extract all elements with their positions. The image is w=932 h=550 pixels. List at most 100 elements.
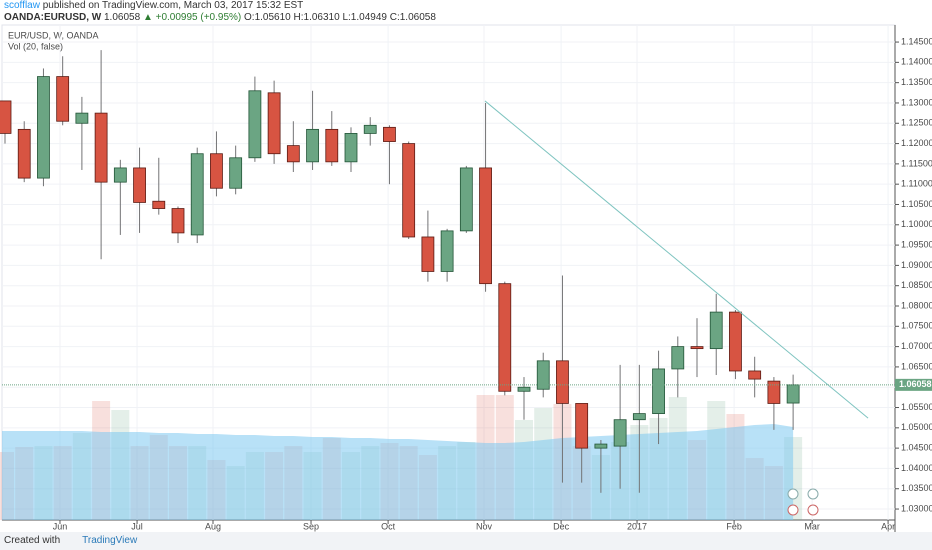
candle-body xyxy=(575,403,589,449)
y-tick-label: 1.06500 xyxy=(901,361,932,371)
x-tick-label: Aug xyxy=(205,521,221,531)
x-tick-label: Sep xyxy=(303,521,319,531)
candle-body xyxy=(594,443,608,449)
candle-body xyxy=(709,311,723,350)
candle-body xyxy=(171,208,185,234)
candle-body xyxy=(113,167,127,183)
y-tick-label: 1.05500 xyxy=(901,402,932,412)
last-price-box xyxy=(895,378,932,391)
candle-body xyxy=(459,167,473,232)
y-tick-label: 1.11500 xyxy=(901,158,932,168)
x-tick-label: Nov xyxy=(476,521,493,531)
x-tick-label: Oct xyxy=(381,521,396,531)
trendline xyxy=(484,100,869,419)
header-line: scofflaw published on TradingView.com, M… xyxy=(4,0,436,12)
candle-body xyxy=(229,157,243,189)
candle-body xyxy=(613,419,627,447)
y-tick-label: 1.14000 xyxy=(901,57,932,67)
series-layer xyxy=(0,25,895,520)
candle-body xyxy=(536,360,550,390)
x-tick-label: Jun xyxy=(53,521,68,531)
last-price-label: 1.06058 xyxy=(899,379,932,389)
candle-body xyxy=(56,76,70,122)
x-tick-label: Apr xyxy=(881,521,895,531)
up-arrow: ▲ xyxy=(142,12,153,23)
chart: EUR/USD, W, OANDA Vol (20, false) 1.0300… xyxy=(0,24,932,532)
y-tick-label: 1.11000 xyxy=(901,179,932,189)
change: +0.00995 (+0.95%) xyxy=(155,12,242,23)
y-tick-label: 1.12000 xyxy=(901,138,932,148)
event-icons xyxy=(787,488,819,516)
candle-body xyxy=(632,413,646,421)
y-tick-label: 1.04500 xyxy=(901,443,932,453)
y-tick-label: 1.03000 xyxy=(901,503,932,513)
footer: Created with TradingView xyxy=(0,532,932,550)
candle-body xyxy=(402,143,416,238)
candle-body xyxy=(267,92,281,155)
candle-body xyxy=(152,200,166,209)
price: 1.06058 xyxy=(104,12,141,23)
candle-body xyxy=(652,368,665,415)
event-icon[interactable] xyxy=(787,488,799,500)
candle-body xyxy=(767,380,781,404)
x-tick-label: 2017 xyxy=(627,521,647,531)
candle-body xyxy=(344,133,358,163)
candle-body xyxy=(690,346,704,350)
y-tick-label: 1.10500 xyxy=(901,199,932,209)
candle-body xyxy=(421,236,435,272)
candle-body xyxy=(517,386,531,392)
candle-body xyxy=(479,167,492,285)
event-icon[interactable] xyxy=(807,504,819,516)
candle-body xyxy=(671,346,685,370)
x-tick-label: Mar xyxy=(804,521,820,531)
header: scofflaw published on TradingView.com, M… xyxy=(4,0,436,24)
candle-body xyxy=(440,230,454,272)
y-tick-label: 1.13500 xyxy=(901,77,932,87)
y-tick-label: 1.03500 xyxy=(901,483,932,493)
candle-body xyxy=(37,76,50,179)
candle-body xyxy=(248,90,262,159)
brand[interactable]: TradingView xyxy=(82,535,138,546)
candle-body xyxy=(17,128,31,179)
y-tick-label: 1.09500 xyxy=(901,239,932,249)
candle-body xyxy=(325,128,339,163)
y-tick-label: 1.12500 xyxy=(901,118,932,128)
header-line: OANDA:EURUSD, W 1.06058 ▲ +0.00995 (+0.9… xyxy=(4,12,436,24)
candle-body xyxy=(286,145,300,163)
candle-body xyxy=(94,112,108,183)
y-tick-label: 1.07000 xyxy=(901,341,932,351)
y-tick-label: 1.04000 xyxy=(901,463,932,473)
event-icon[interactable] xyxy=(807,488,819,500)
author[interactable]: scofflaw xyxy=(4,0,40,11)
ohlc-low: L:1.04949 xyxy=(342,12,387,23)
candle-body xyxy=(0,100,12,134)
published: published on TradingView.com, March 03, … xyxy=(42,0,304,11)
candle-body xyxy=(306,128,319,163)
candle-body xyxy=(498,283,512,392)
y-tick-label: 1.07500 xyxy=(901,321,932,331)
candle-body xyxy=(210,153,223,189)
y-tick-label: 1.08500 xyxy=(901,280,932,290)
candle-body xyxy=(190,153,204,236)
candle-body xyxy=(748,370,762,380)
symbol: OANDA:EURUSD, W xyxy=(4,12,102,23)
y-tick-label: 1.08000 xyxy=(901,300,932,310)
y-tick-label: 1.05000 xyxy=(901,422,932,432)
created-with: Created with xyxy=(4,535,61,546)
candle-body xyxy=(556,360,569,404)
event-icon[interactable] xyxy=(787,504,799,516)
candle-body xyxy=(729,311,742,372)
candle-body xyxy=(363,124,377,134)
ohlc-close: C:1.06058 xyxy=(389,12,436,23)
ohlc-open: O:1.05610 xyxy=(244,12,291,23)
candle-body xyxy=(383,126,396,142)
candle-body xyxy=(75,112,89,124)
chart-title: EUR/USD, W, OANDA xyxy=(8,30,99,40)
ohlc-high: H:1.06310 xyxy=(293,12,340,23)
x-tick-label: Feb xyxy=(726,521,742,531)
x-tick-label: Jul xyxy=(131,521,143,531)
y-tick-label: 1.10000 xyxy=(901,219,932,229)
y-tick-label: 1.13000 xyxy=(901,97,932,107)
y-tick-label: 1.14500 xyxy=(901,36,932,46)
